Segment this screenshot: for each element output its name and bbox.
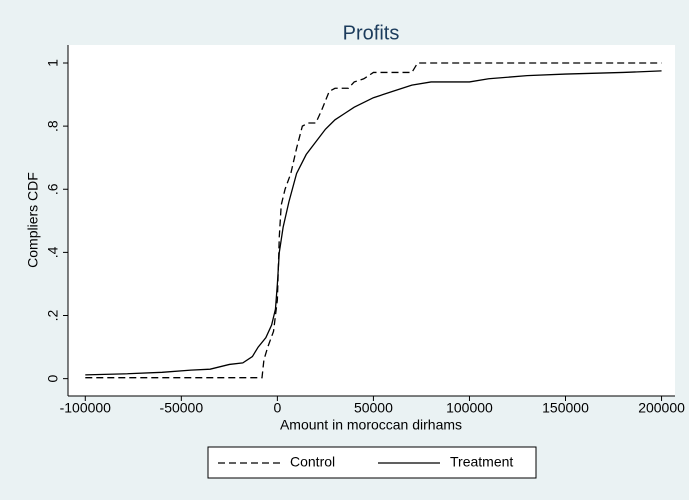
y-tick-label: .2 (45, 309, 61, 321)
data-line (85, 70, 662, 376)
x-tick-label: 0 (273, 400, 281, 416)
x-tick-label: 50000 (354, 400, 393, 416)
y-tick-label: .8 (45, 120, 61, 132)
legend-label: Treatment (450, 454, 513, 470)
x-tick-label: 100000 (446, 400, 493, 416)
x-tick-label: 200000 (638, 400, 685, 416)
x-axis-label: Amount in moroccan dirhams (280, 417, 462, 433)
y-tick-label: .4 (45, 246, 61, 258)
legend-label: Control (290, 454, 335, 470)
data-line (85, 62, 662, 379)
x-tick-label: 150000 (542, 400, 589, 416)
y-tick-label: 1 (45, 59, 61, 67)
y-tick-label: .6 (45, 183, 61, 195)
x-tick-label: -100000 (60, 400, 112, 416)
x-tick-label: -50000 (160, 400, 204, 416)
chart-title: Profits (343, 22, 400, 44)
plot-area (68, 45, 675, 396)
y-tick-label: 0 (45, 375, 61, 383)
y-axis-label: Compliers CDF (25, 172, 41, 268)
